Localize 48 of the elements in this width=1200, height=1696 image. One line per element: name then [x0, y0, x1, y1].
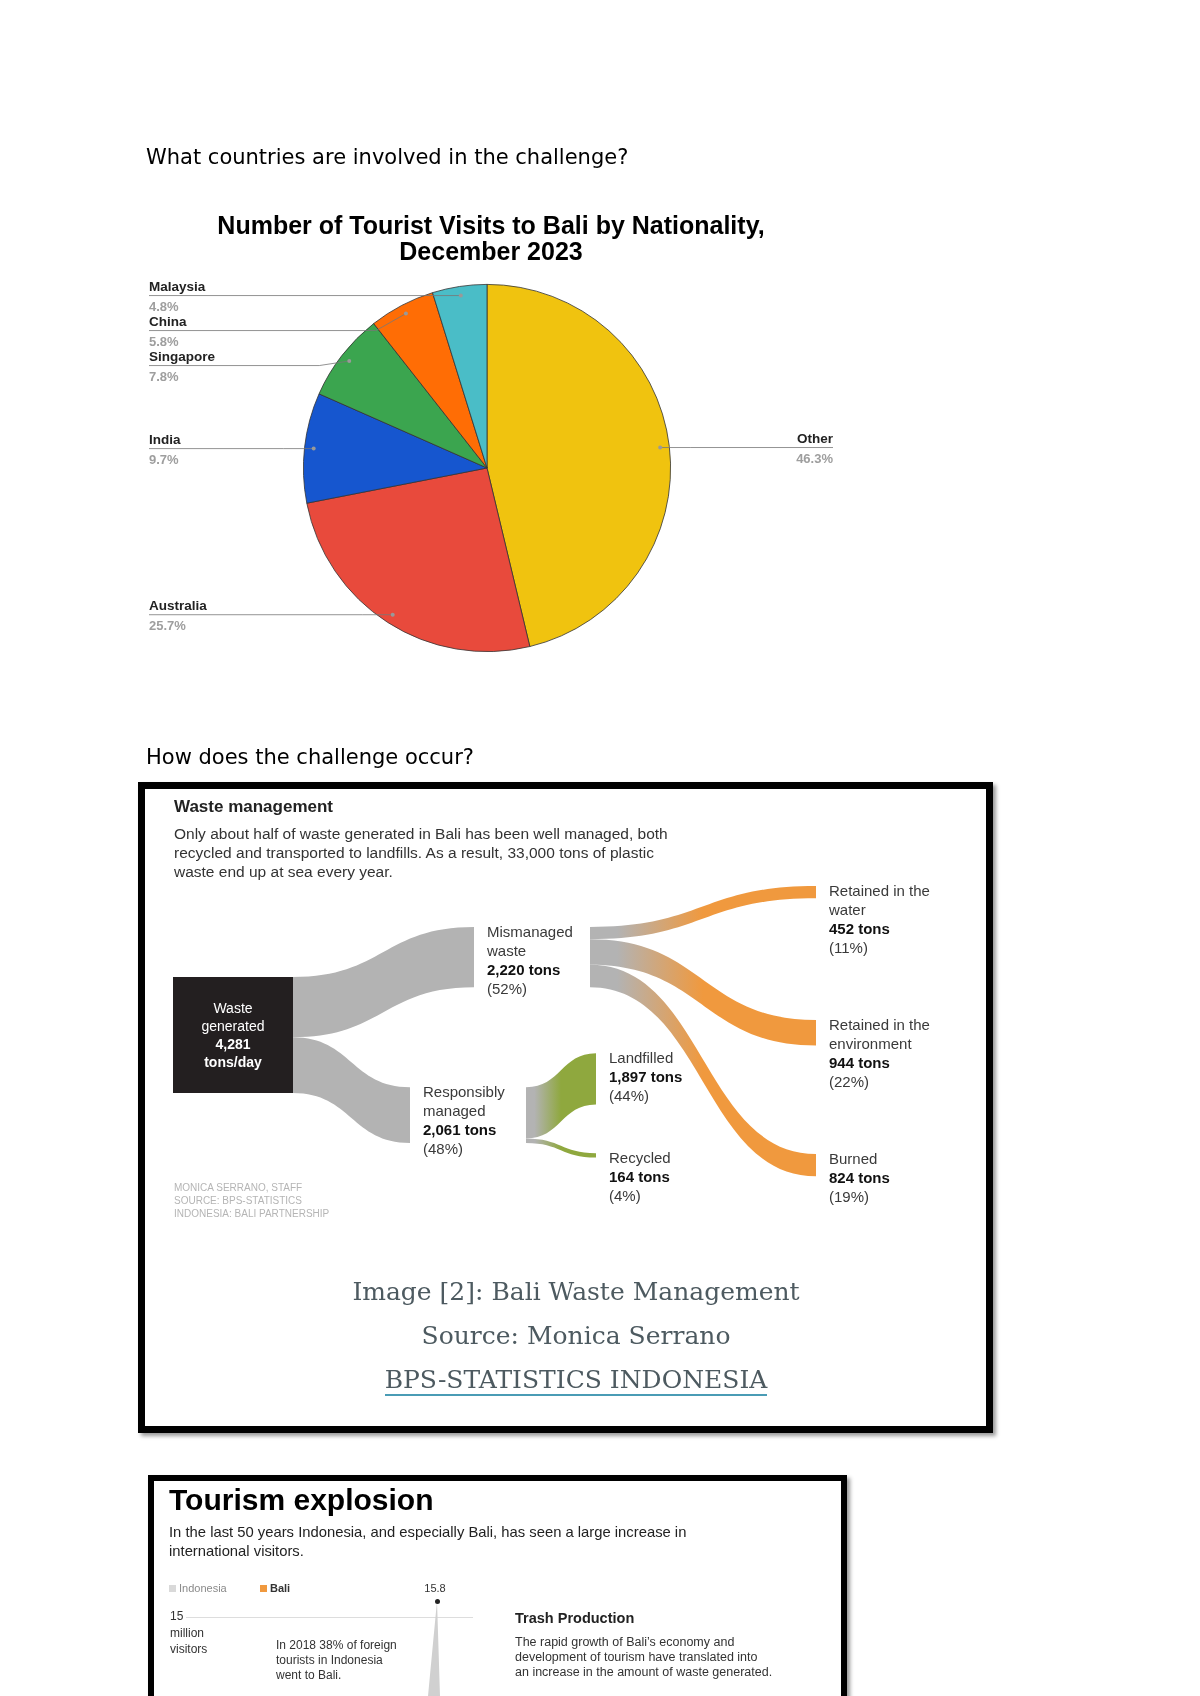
slice-label: China — [149, 313, 187, 329]
text: What countries are involved in the challenge? — [146, 145, 629, 169]
text: Only about half of waste generated in Bali has been well managed, both recycled and transported to landfills. As a result, 33,000 tons of plastic waste end up at sea every year. — [174, 824, 669, 881]
text: 15.8 — [423, 1582, 447, 1594]
text: Tourism explosion — [169, 1483, 434, 1517]
slice-label: India — [149, 431, 181, 447]
slice-label: Australia — [149, 597, 208, 613]
data-label: 4.8% — [149, 298, 180, 314]
category-label: Burned — [829, 1149, 879, 1168]
category-label: Waste generated — [200, 999, 266, 1035]
data-label: 4,281 tons/day — [203, 1035, 263, 1071]
data-label: 9.7% — [149, 451, 180, 467]
text: Trash Production — [515, 1610, 635, 1626]
data-label: 25.7% — [149, 617, 187, 633]
text: The rapid growth of Bali’s economy and development of tourism have translated into an increase in the amount of waste generated. — [515, 1635, 774, 1680]
data-label: 1,897 tons (44%) — [609, 1067, 684, 1106]
slice-label: Other — [796, 430, 834, 446]
text: BPS-STATISTICS INDONESIA — [384, 1365, 768, 1396]
text: In the last 50 years Indonesia, and especially Bali, has seen a large increase in international visitors. — [169, 1523, 688, 1561]
data-label: 164 tons (4%) — [609, 1167, 671, 1206]
text: Waste management — [174, 797, 334, 817]
data-label: 452 tons (11%) — [829, 919, 891, 957]
source-note: SOURCE: BPS-STATISTICS INDONESIA: BALI PARTNERSHIP — [174, 1195, 330, 1219]
slice-label: Malaysia — [149, 278, 206, 294]
chart-title: Number of Tourist Visits to Bali by Nationality, December 2023 — [216, 211, 766, 265]
category-label: Retained in the environment — [829, 1015, 931, 1053]
text: Indonesia — [179, 1582, 227, 1594]
text: In 2018 38% of foreign tourists in Indonesia went to Bali. — [276, 1638, 398, 1683]
data-label: 46.3% — [796, 450, 834, 466]
text: 15 — [170, 1609, 184, 1623]
category-label: Responsibly managed — [423, 1082, 506, 1121]
data-label: 2,061 tons (48%) — [423, 1120, 498, 1159]
data-label: 824 tons (19%) — [829, 1168, 891, 1206]
source-note: Source: Monica Serrano — [421, 1321, 731, 1350]
category-label: Landfilled — [609, 1048, 675, 1068]
text: million visitors — [170, 1625, 209, 1657]
text: MONICA SERRANO, STAFF — [174, 1182, 303, 1193]
data-label: 944 tons (22%) — [829, 1053, 891, 1091]
data-label: 5.8% — [149, 333, 180, 349]
text: Bali — [270, 1582, 291, 1594]
slice-label: Singapore — [149, 348, 216, 364]
data-label: 7.8% — [149, 368, 180, 384]
text: Image [2]: Bali Waste Management — [352, 1277, 800, 1306]
text: How does the challenge occur? — [146, 745, 474, 769]
category-label: Recycled — [609, 1148, 672, 1168]
category-label: Retained in the water — [829, 881, 931, 919]
data-label: 2,220 tons (52%) — [487, 960, 562, 998]
category-label: Mismanaged waste — [487, 922, 574, 960]
